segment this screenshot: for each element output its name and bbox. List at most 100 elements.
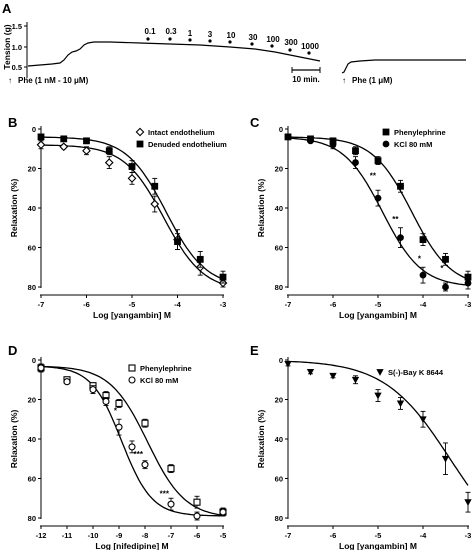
y-tick-label: 40 [28,204,36,213]
x-tick-label: -6 [330,300,337,309]
y-tick-label: 80 [275,283,283,292]
dose-marker [146,37,150,41]
data-point [37,364,45,372]
trace-y-tick-label: 1.5 [12,22,22,31]
dose-label: 300 [284,38,298,47]
data-point [127,173,137,183]
dose-label: 3 [208,30,213,39]
dose-label: 0.1 [144,27,156,36]
phe-range-label: Phe (1 nM - 10 μM) [18,76,89,85]
panel-c-chart: C 0 20 40 60 80-7 -6 -5 -4 -3 Log [yangambin] M Rel… [250,115,472,320]
data-point [193,498,201,506]
x-tick-label: -7 [168,531,175,540]
dose-marker [307,51,311,55]
y-tick-label: 60 [28,244,36,253]
trace-line-cumulative [27,41,321,67]
data-point [382,140,390,148]
data-point [329,372,337,380]
panel-a-label: A [2,1,12,16]
significance-label: *** [134,450,144,459]
x-axis-title: Log [nifedipine] M [95,541,168,550]
data-point [105,147,113,155]
legend-entry: KCl 80 mM [140,376,178,385]
dose-label: 1000 [301,42,319,51]
y-tick-label: 40 [28,435,36,444]
panel-b-chart: B 0 20 40 60 80-7 -6 -5 -4 -3 Log [yangambin] M Rel… [8,115,228,320]
data-point [196,255,204,263]
x-tick-label: -6 [330,531,337,540]
data-point [136,140,144,148]
y-tick-label: 60 [28,475,36,484]
dose-marker [188,38,192,42]
y-tick-label: 40 [275,435,283,444]
data-point [374,157,382,165]
trace-y-axis-title: Tension (g) [2,24,12,69]
x-axis-title: Log [yangambin] M [339,541,417,550]
data-point [128,376,136,384]
significance-label: ** [392,215,399,224]
data-point [419,416,427,424]
panel-d-chart: D 0 20 40 60 80-12 -11 -10 -9 -8 -7 -6 -5 Log [nifedi… [8,343,227,550]
y-tick-label: 60 [275,475,283,484]
data-point [63,378,71,386]
y-tick-label: 20 [275,396,283,405]
x-tick-label: -4 [420,531,427,540]
y-axis-title: Relaxation (%) [9,410,19,469]
data-point [37,133,45,141]
fit-curve [287,360,469,486]
legend-entry: KCl 80 mM [394,140,432,149]
data-point [329,141,337,149]
x-tick-label: -5 [220,531,227,540]
dose-label: 0.3 [165,27,177,36]
data-point [141,461,149,469]
x-tick-label: -12 [36,531,47,540]
data-point [306,368,315,376]
data-point [397,234,404,242]
data-point [219,508,227,516]
y-tick-label: 60 [275,244,283,253]
panel-label: B [8,115,17,130]
data-point [442,255,449,263]
trace-y-tick-label: 1.0 [12,43,22,52]
y-tick-label: 20 [28,396,36,405]
data-point [128,163,136,170]
panel-label: D [8,343,17,358]
data-point [376,369,384,376]
data-point [219,273,227,281]
data-point [374,194,382,202]
data-point [59,142,69,152]
y-axis-title: Relaxation (%) [256,179,266,238]
data-point [352,159,359,166]
fit-curve [41,365,224,516]
dose-label: 10 [227,31,236,40]
data-point [464,279,472,287]
significance-label: * [114,406,118,415]
x-tick-label: -4 [420,300,427,309]
y-tick-label: 80 [275,514,283,523]
data-point [128,364,136,372]
dose-label: 30 [249,33,258,42]
data-point [351,376,360,384]
data-point [396,400,405,408]
x-tick-label: -8 [142,531,149,540]
fit-curve [40,365,223,517]
y-tick-label: 0 [279,125,283,134]
data-point [419,236,427,244]
trace-y-tick-label: 0.5 [12,63,22,72]
x-tick-label: -5 [375,300,382,309]
data-point [167,465,175,473]
legend-entry: Phenylephrine [140,364,192,373]
data-point [307,137,314,145]
significance-label: * [440,264,444,273]
y-tick-label: 20 [28,165,36,174]
dose-marker [208,39,212,43]
data-point [115,399,123,408]
data-point [36,140,46,150]
fit-curve [41,136,224,280]
data-point [284,133,292,141]
y-tick-label: 0 [32,356,36,365]
dose-label: 1 [188,29,193,38]
x-axis-title: Log [yangambin] M [339,310,417,320]
legend-entry: Denuded endothelium [148,140,227,149]
